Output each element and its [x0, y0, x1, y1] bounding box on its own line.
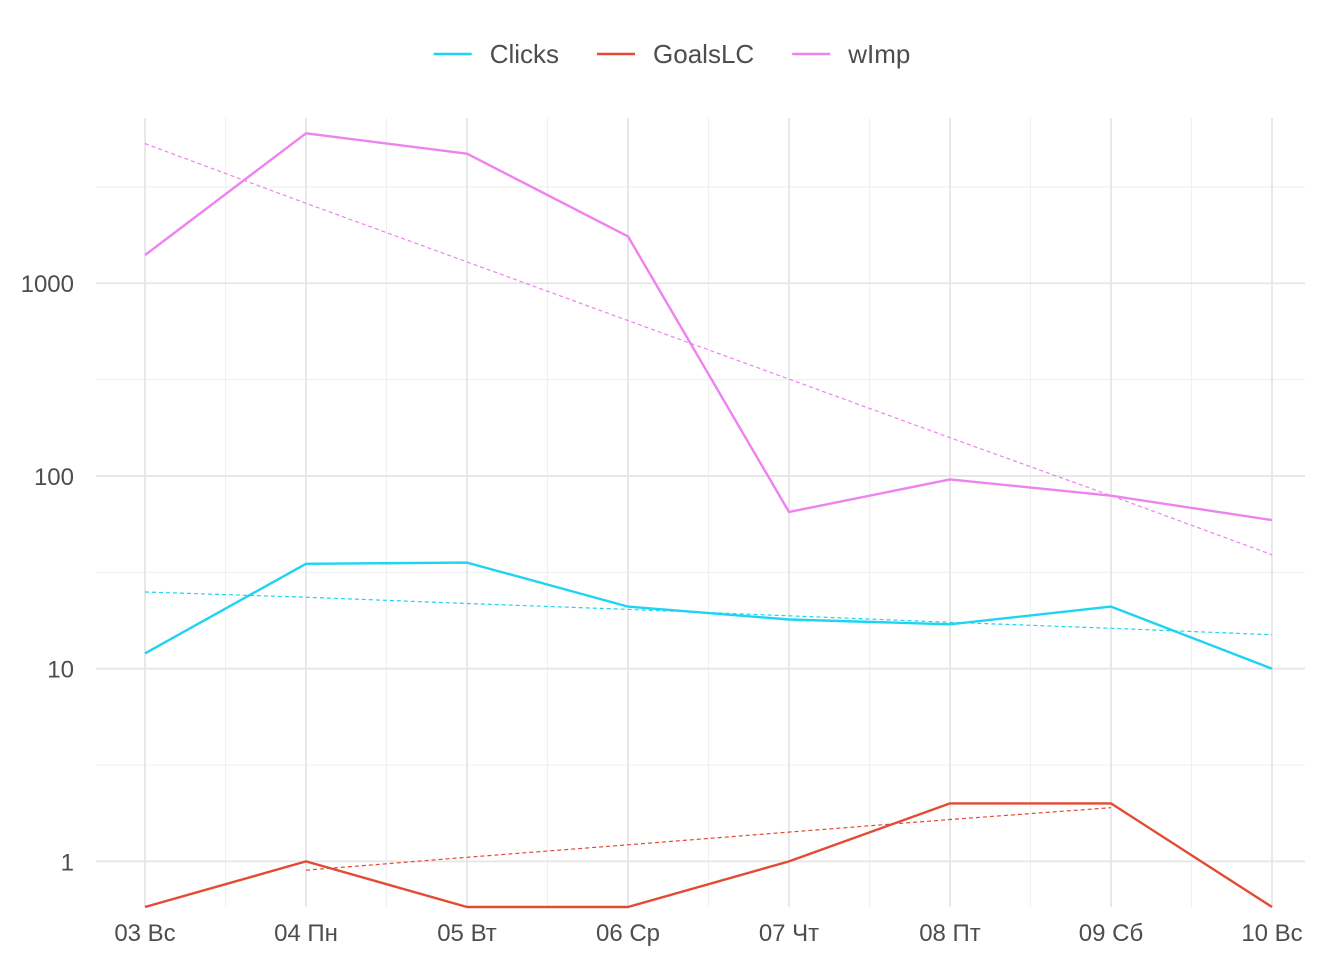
x-tick-label: 08 Пт — [919, 920, 981, 947]
x-tick-label: 04 Пн — [274, 920, 338, 947]
series-line-wimp — [144, 132, 1273, 522]
x-tick-label: 03 Вс — [114, 920, 175, 947]
legend-label-clicks: Clicks — [490, 39, 559, 69]
y-tick-label: 1 — [61, 849, 74, 876]
y-tick-label: 100 — [34, 464, 74, 491]
y-tick-label: 1000 — [21, 271, 74, 298]
legend: Clicks GoalsLC wImp — [433, 39, 910, 69]
legend-label-wimp: wImp — [847, 39, 910, 69]
y-axis: 1 10 100 1000 — [21, 271, 74, 876]
x-tick-label: 09 Сб — [1079, 920, 1143, 947]
x-axis: 03 Вс 04 Пн 05 Вт 06 Ср 07 Чт 08 Пт 09 Сб 10 Вс — [114, 920, 1302, 947]
grid-minor — [96, 118, 1305, 907]
x-tick-label: 10 Вс — [1241, 920, 1302, 947]
legend-label-goalslc: GoalsLC — [653, 39, 754, 69]
x-tick-label: 06 Ср — [596, 920, 660, 947]
x-tick-label: 07 Чт — [759, 920, 819, 947]
series-line-goalslc — [144, 802, 1273, 909]
series-lines — [144, 132, 1273, 909]
y-tick-label: 10 — [47, 657, 74, 684]
trend-line-goalslc — [305, 807, 1112, 871]
x-tick-label: 05 Вт — [437, 920, 497, 947]
grid-major — [96, 118, 1305, 907]
series-line-clicks — [144, 561, 1273, 670]
